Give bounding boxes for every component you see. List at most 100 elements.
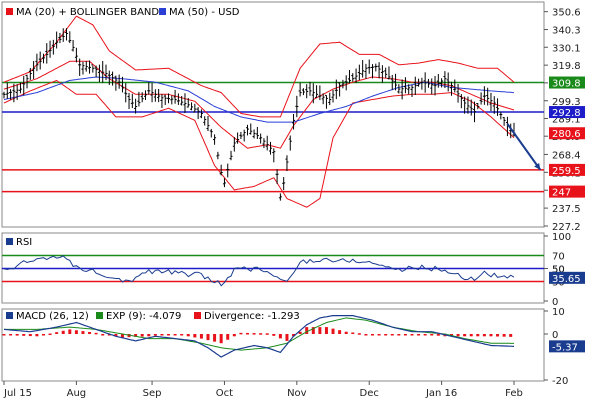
legend-swatch-divergence	[194, 312, 201, 319]
macd-signal-line	[4, 317, 514, 351]
divergence-bar	[2, 334, 6, 336]
level-tag-label: 247	[552, 188, 571, 199]
divergence-bar	[265, 333, 269, 335]
forecast-arrow-shaft	[506, 123, 542, 171]
bollinger-upper-line	[3, 15, 515, 118]
divergence-bar	[351, 332, 355, 334]
price-ytick-label: 227.2	[552, 222, 581, 233]
divergence-bar	[252, 333, 256, 335]
rsi-line	[3, 255, 515, 287]
divergence-bar	[193, 334, 197, 338]
divergence-bar	[199, 334, 203, 339]
legend-divergence-label: Divergence: -1.293	[204, 311, 300, 322]
rsi-level-label: 70	[552, 252, 565, 263]
divergence-bar	[496, 334, 500, 337]
divergence-bar	[245, 332, 249, 335]
macd-panel-frame	[1, 308, 545, 382]
divergence-bar	[15, 334, 19, 336]
divergence-bar	[213, 334, 217, 342]
level-tag	[549, 76, 585, 89]
divergence-bar	[331, 328, 335, 334]
divergence-bar	[140, 334, 144, 337]
level-tag-label: 292.8	[552, 108, 581, 119]
x-tick-label: Feb	[505, 388, 523, 399]
divergence-bar	[436, 334, 440, 336]
x-tick-label: Oct	[216, 388, 233, 399]
macd-line	[3, 315, 515, 358]
divergence-bar	[28, 334, 32, 337]
divergence-bar	[120, 334, 124, 338]
rsi-panel: 05010070503035.65	[2, 232, 585, 308]
divergence-bar	[344, 331, 348, 334]
divergence-bar	[324, 327, 328, 334]
divergence-bar	[239, 332, 243, 335]
macd-ytick-label: 10	[552, 307, 565, 318]
price-ytick-label: 330.1	[552, 43, 581, 54]
divergence-bar	[226, 334, 230, 340]
level-tag-label: 259.5	[552, 166, 581, 177]
divergence-bar	[88, 331, 92, 334]
legend-swatch-rsi	[6, 238, 13, 245]
rsi-ytick-label: 0	[552, 297, 558, 308]
divergence-bar	[403, 334, 407, 336]
price-ytick-label: 268.4	[552, 150, 581, 161]
divergence-bar	[364, 334, 368, 336]
legend-exp-label: EXP (9): -4.079	[106, 311, 181, 322]
divergence-bar	[371, 334, 375, 336]
divergence-bar	[55, 332, 59, 334]
divergence-bar	[423, 334, 427, 336]
macd-panel: 10 0 -20 -5.37	[2, 307, 585, 387]
divergence-bar	[206, 334, 210, 341]
divergence-bar	[94, 332, 98, 335]
price-ytick-label: 319.8	[552, 61, 581, 72]
divergence-bar	[410, 334, 414, 336]
divergence-bar	[397, 334, 401, 336]
divergence-bar	[114, 334, 118, 337]
divergence-bar	[417, 334, 421, 336]
divergence-bar	[232, 334, 236, 337]
divergence-bar	[463, 334, 467, 337]
price-ytick-label: 289.1	[552, 114, 581, 125]
divergence-bar	[35, 334, 39, 337]
divergence-bar	[259, 333, 263, 335]
divergence-bar	[74, 330, 78, 334]
forecast-arrow-head	[534, 162, 541, 170]
legend-swatch-ma50	[159, 8, 166, 15]
divergence-bar	[482, 334, 486, 337]
divergence-bar	[489, 334, 493, 337]
divergence-bar	[41, 334, 45, 336]
divergence-bar	[173, 334, 177, 336]
divergence-bar	[384, 334, 388, 336]
legend-ma20-label: MA (20) + BOLLINGER BANDS	[16, 7, 165, 18]
legend-rsi-label: RSI	[16, 237, 32, 248]
rsi-value-label: 35.65	[552, 274, 581, 285]
macd-value-tag	[549, 340, 585, 353]
x-tick-label: Nov	[287, 388, 307, 399]
divergence-bar	[390, 334, 394, 336]
legend-ma50-label: MA (50) - USD	[169, 7, 240, 18]
macd-ytick-label: -20	[552, 376, 568, 387]
price-panel: 350.6340.3330.1319.8309.6299.3289.1278.9…	[2, 8, 585, 233]
divergence-bar	[68, 329, 72, 334]
divergence-bar	[305, 327, 309, 334]
macd-ytick-label: 0	[552, 330, 558, 341]
divergence-bar	[153, 334, 157, 336]
last-price-tag	[549, 127, 585, 140]
divergence-bar	[298, 331, 302, 334]
bollinger-lower-line	[3, 79, 515, 208]
level-tag-label: 309.8	[552, 79, 581, 90]
divergence-bar	[167, 334, 171, 336]
ma20-line	[3, 60, 515, 149]
ma50-line	[3, 76, 515, 123]
x-tick-label: Dec	[360, 388, 379, 399]
divergence-bar	[430, 334, 434, 336]
divergence-bar	[285, 334, 289, 341]
divergence-bar	[456, 334, 460, 337]
rsi-value-tag	[549, 271, 585, 284]
divergence-bar	[147, 334, 151, 337]
divergence-bar	[134, 334, 138, 337]
rsi-ytick-label: 50	[552, 265, 565, 276]
level-tag	[549, 106, 585, 119]
divergence-bar	[22, 334, 26, 336]
